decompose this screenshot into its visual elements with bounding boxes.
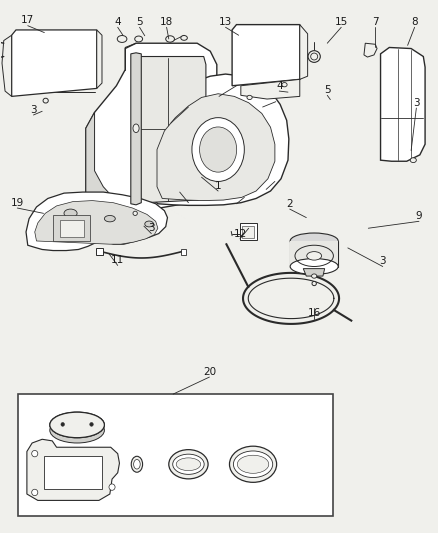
Text: 3: 3 — [148, 223, 155, 233]
Ellipse shape — [104, 215, 115, 222]
Ellipse shape — [290, 233, 338, 249]
Polygon shape — [2, 35, 12, 96]
Ellipse shape — [173, 454, 204, 474]
Ellipse shape — [32, 489, 38, 496]
Bar — [290, 241, 338, 266]
Ellipse shape — [117, 36, 127, 43]
Text: 15: 15 — [335, 17, 348, 27]
Ellipse shape — [233, 451, 273, 478]
Bar — [96, 248, 103, 255]
Text: 7: 7 — [372, 17, 378, 27]
Ellipse shape — [308, 51, 320, 62]
Text: 11: 11 — [111, 255, 124, 265]
Ellipse shape — [230, 446, 277, 482]
Ellipse shape — [282, 83, 287, 87]
Text: 9: 9 — [416, 211, 422, 221]
Ellipse shape — [133, 211, 138, 215]
Ellipse shape — [307, 252, 321, 260]
Ellipse shape — [50, 412, 104, 438]
Polygon shape — [12, 30, 97, 96]
Polygon shape — [241, 79, 300, 99]
Polygon shape — [86, 112, 125, 219]
Polygon shape — [26, 192, 167, 251]
Text: 13: 13 — [219, 17, 232, 27]
Bar — [242, 226, 254, 238]
Ellipse shape — [192, 118, 244, 181]
Ellipse shape — [50, 417, 104, 443]
Polygon shape — [86, 43, 217, 211]
Polygon shape — [27, 439, 120, 500]
Ellipse shape — [311, 53, 318, 60]
Ellipse shape — [109, 484, 115, 490]
Ellipse shape — [145, 221, 153, 227]
Ellipse shape — [133, 124, 139, 133]
Ellipse shape — [131, 456, 143, 472]
Text: 3: 3 — [379, 256, 386, 266]
Text: 16: 16 — [307, 308, 321, 318]
Text: 12: 12 — [233, 229, 247, 239]
Ellipse shape — [32, 450, 38, 457]
Text: 8: 8 — [411, 17, 418, 27]
Text: 17: 17 — [21, 15, 35, 26]
Ellipse shape — [166, 36, 174, 42]
Polygon shape — [97, 30, 102, 88]
Ellipse shape — [134, 459, 140, 469]
Ellipse shape — [169, 450, 208, 479]
Text: 4: 4 — [276, 81, 283, 91]
Bar — [180, 249, 186, 255]
Ellipse shape — [410, 158, 417, 163]
Ellipse shape — [53, 416, 101, 433]
Polygon shape — [35, 200, 158, 244]
Ellipse shape — [176, 458, 201, 471]
Text: 3: 3 — [30, 104, 37, 115]
Ellipse shape — [90, 423, 93, 426]
Ellipse shape — [50, 412, 104, 438]
Bar — [53, 215, 90, 241]
Text: 18: 18 — [160, 17, 173, 27]
Polygon shape — [232, 25, 300, 86]
Ellipse shape — [43, 98, 48, 103]
Polygon shape — [145, 74, 289, 205]
Text: 5: 5 — [136, 17, 143, 27]
Bar — [44, 456, 102, 489]
Text: 2: 2 — [286, 199, 293, 209]
Text: 3: 3 — [413, 98, 420, 108]
Polygon shape — [132, 56, 206, 203]
Bar — [60, 220, 84, 237]
Ellipse shape — [200, 127, 237, 172]
Polygon shape — [364, 43, 377, 57]
Bar — [240, 223, 257, 240]
Ellipse shape — [64, 209, 77, 217]
Ellipse shape — [312, 281, 316, 286]
Text: 20: 20 — [203, 367, 216, 377]
Text: 5: 5 — [324, 85, 331, 95]
Text: 19: 19 — [11, 198, 24, 208]
Ellipse shape — [135, 36, 143, 42]
Ellipse shape — [181, 36, 187, 41]
Polygon shape — [157, 94, 275, 200]
Bar — [18, 394, 332, 516]
Ellipse shape — [61, 423, 64, 426]
Ellipse shape — [311, 274, 317, 278]
Ellipse shape — [237, 455, 269, 473]
Polygon shape — [131, 53, 141, 205]
Polygon shape — [303, 269, 325, 276]
Polygon shape — [381, 47, 425, 161]
Text: 4: 4 — [114, 17, 121, 27]
Text: 1: 1 — [215, 181, 222, 191]
Polygon shape — [300, 25, 307, 79]
Ellipse shape — [247, 95, 252, 100]
Ellipse shape — [290, 259, 338, 274]
